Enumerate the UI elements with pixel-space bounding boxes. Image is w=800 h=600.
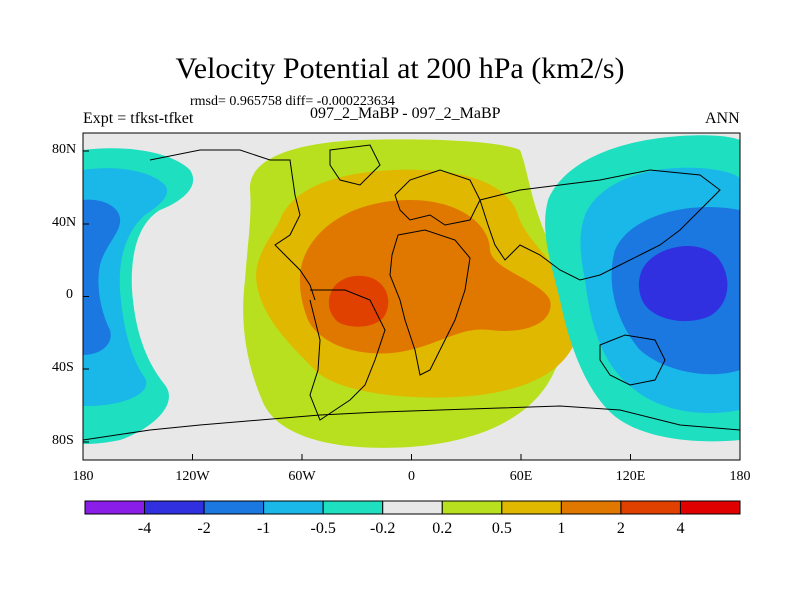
ytick-label-0: 0 <box>66 287 73 302</box>
colorbar-label: -0.5 <box>310 520 336 537</box>
colorbar-swatch <box>322 500 384 515</box>
xtick-label-60w: 60W <box>288 469 316 484</box>
ytick-label-80n: 80N <box>52 142 77 157</box>
colorbar-swatch <box>501 500 562 515</box>
colorbar-swatch <box>560 500 622 515</box>
coastline-greenland <box>329 144 381 186</box>
colorbar-swatch <box>441 500 503 515</box>
colorbar-swatch <box>382 500 443 515</box>
ytick-label-80s: 80S <box>52 433 74 448</box>
colorbar-swatch <box>679 500 741 515</box>
contour-neg-2-east <box>638 246 728 322</box>
plot-title: Velocity Potential at 200 hPa (km2/s) <box>175 52 625 85</box>
contour-fill <box>83 133 740 460</box>
colorbar-label: -2 <box>197 520 211 537</box>
coastline-europe <box>394 169 481 226</box>
colorbar-swatch <box>84 500 146 515</box>
xtick-label-0: 0 <box>408 469 415 484</box>
colorbar <box>84 500 741 515</box>
coastline-antarctica <box>83 405 740 441</box>
coastline-australia <box>599 334 666 386</box>
axis-ticks <box>82 150 741 460</box>
colorbar-label: -1 <box>256 520 271 537</box>
colorbar-label: 2 <box>616 520 625 537</box>
colorbar-label: -4 <box>137 520 152 537</box>
expt-label: Expt = tfkst-tfket <box>83 110 194 127</box>
colorbar-label: 0.5 <box>491 520 512 537</box>
xtick-label-180e: 180 <box>729 469 751 484</box>
colorbar-swatch <box>203 500 265 515</box>
contour-2 <box>328 275 389 327</box>
colorbar-label: 1 <box>557 520 566 537</box>
coastline-south-america <box>309 289 386 421</box>
ytick-label-40s: 40S <box>52 360 74 375</box>
stats-line: rmsd= 0.965758 diff= -0.000223634 <box>190 94 395 109</box>
season-label: ANN <box>705 110 740 127</box>
coastlines <box>83 144 740 441</box>
colorbar-label: 0.2 <box>432 520 453 537</box>
colorbar-label: -0.2 <box>370 520 396 537</box>
coastline-asia <box>479 169 721 281</box>
xtick-label-180w: 180 <box>72 469 94 484</box>
colorbar-swatch <box>620 500 681 515</box>
coastline-north-america <box>149 149 316 301</box>
xtick-label-120w: 120W <box>175 469 210 484</box>
colorbar-swatch <box>263 500 324 515</box>
xtick-label-60e: 60E <box>509 469 533 484</box>
coastline-africa <box>389 229 471 376</box>
contour-neg-1-west <box>83 199 121 355</box>
colorbar-label: 4 <box>676 520 685 537</box>
xtick-label-120e: 120E <box>615 469 646 484</box>
case-label: 097_2_MaBP - 097_2_MaBP <box>310 105 501 122</box>
ytick-label-40n: 40N <box>52 215 77 230</box>
colorbar-swatch <box>144 500 205 515</box>
